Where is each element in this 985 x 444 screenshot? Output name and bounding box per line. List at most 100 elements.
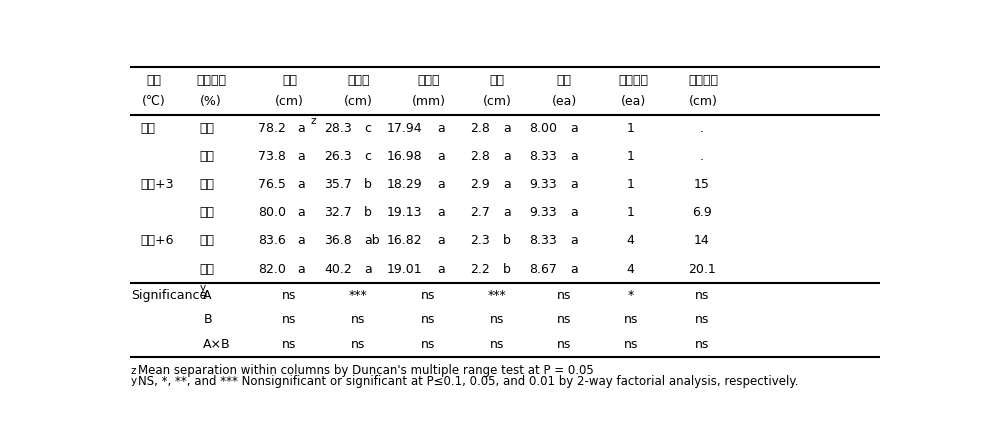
Text: a: a: [503, 206, 511, 219]
Text: y: y: [199, 283, 206, 293]
Text: 28.3: 28.3: [324, 123, 353, 135]
Text: ns: ns: [351, 338, 365, 351]
Text: 2.3: 2.3: [470, 234, 490, 247]
Text: 과습: 과습: [199, 151, 215, 163]
Text: Mean separation within columns by Duncan's multiple range test at P = 0.05: Mean separation within columns by Duncan…: [138, 364, 594, 377]
Text: 1: 1: [626, 123, 634, 135]
Text: (cm): (cm): [483, 95, 511, 107]
Text: 73.8: 73.8: [258, 151, 286, 163]
Text: 2.9: 2.9: [470, 178, 490, 191]
Text: ns: ns: [422, 338, 435, 351]
Text: 외기+3: 외기+3: [140, 178, 173, 191]
Text: 4: 4: [626, 234, 634, 247]
Text: ns: ns: [624, 313, 638, 326]
Text: 14: 14: [693, 234, 709, 247]
Text: ns: ns: [490, 338, 504, 351]
Text: 2.8: 2.8: [470, 151, 490, 163]
Text: 엽초장: 엽초장: [347, 74, 369, 87]
Text: a: a: [297, 206, 305, 219]
Text: a: a: [503, 123, 511, 135]
Text: 2.7: 2.7: [470, 206, 490, 219]
Text: ns: ns: [422, 289, 435, 302]
Text: 17.94: 17.94: [387, 123, 423, 135]
Text: 적습: 적습: [199, 234, 215, 247]
Text: a: a: [437, 151, 445, 163]
Text: 고사엽수: 고사엽수: [618, 74, 648, 87]
Text: a: a: [570, 262, 578, 276]
Text: a: a: [570, 234, 578, 247]
Text: a: a: [570, 206, 578, 219]
Text: 8.33: 8.33: [529, 151, 557, 163]
Text: b: b: [503, 234, 511, 247]
Text: (cm): (cm): [275, 95, 304, 107]
Text: (℃): (℃): [142, 95, 165, 107]
Text: Significance: Significance: [131, 289, 207, 302]
Text: (ea): (ea): [552, 95, 577, 107]
Text: 엽폭: 엽폭: [490, 74, 504, 87]
Text: 9.33: 9.33: [529, 178, 557, 191]
Text: 8.67: 8.67: [529, 262, 557, 276]
Text: 엽수: 엽수: [557, 74, 572, 87]
Text: 외기+6: 외기+6: [140, 234, 173, 247]
Text: 76.5: 76.5: [258, 178, 286, 191]
Text: c: c: [364, 151, 371, 163]
Text: a: a: [437, 206, 445, 219]
Text: a: a: [297, 234, 305, 247]
Text: 2.2: 2.2: [470, 262, 490, 276]
Text: *: *: [627, 289, 634, 302]
Text: (cm): (cm): [689, 95, 718, 107]
Text: 18.29: 18.29: [387, 178, 423, 191]
Text: .: .: [699, 123, 703, 135]
Text: ns: ns: [558, 338, 571, 351]
Text: B: B: [203, 313, 212, 326]
Text: a: a: [297, 262, 305, 276]
Text: 16.98: 16.98: [387, 151, 423, 163]
Text: 적습: 적습: [199, 123, 215, 135]
Text: ***: ***: [488, 289, 506, 302]
Text: (cm): (cm): [344, 95, 372, 107]
Text: 외기: 외기: [140, 123, 155, 135]
Text: ns: ns: [694, 289, 709, 302]
Text: z: z: [131, 365, 136, 376]
Text: 80.0: 80.0: [258, 206, 286, 219]
Text: b: b: [503, 262, 511, 276]
Text: c: c: [364, 123, 371, 135]
Text: 엽초경: 엽초경: [418, 74, 439, 87]
Text: z: z: [311, 116, 316, 126]
Text: b: b: [364, 206, 372, 219]
Text: A×B: A×B: [203, 338, 230, 351]
Text: (ea): (ea): [621, 95, 646, 107]
Text: 26.3: 26.3: [324, 151, 353, 163]
Text: 2.8: 2.8: [470, 123, 490, 135]
Text: b: b: [364, 178, 372, 191]
Text: 83.6: 83.6: [258, 234, 286, 247]
Text: a: a: [437, 123, 445, 135]
Text: 15: 15: [693, 178, 710, 191]
Text: 9.33: 9.33: [529, 206, 557, 219]
Text: 78.2: 78.2: [258, 123, 286, 135]
Text: 과습: 과습: [199, 206, 215, 219]
Text: 19.01: 19.01: [387, 262, 423, 276]
Text: 20.1: 20.1: [688, 262, 716, 276]
Text: ns: ns: [694, 338, 709, 351]
Text: 19.13: 19.13: [387, 206, 423, 219]
Text: (%): (%): [200, 95, 222, 107]
Text: a: a: [364, 262, 372, 276]
Text: 4: 4: [626, 262, 634, 276]
Text: 1: 1: [626, 178, 634, 191]
Text: 온도: 온도: [146, 74, 162, 87]
Text: a: a: [437, 234, 445, 247]
Text: 초장: 초장: [282, 74, 297, 87]
Text: NS, *, **, and *** Nonsignificant or significant at P≤0.1, 0.05, and 0.01 by 2-w: NS, *, **, and *** Nonsignificant or sig…: [138, 375, 799, 388]
Text: ns: ns: [283, 338, 296, 351]
Text: ns: ns: [283, 289, 296, 302]
Text: 35.7: 35.7: [324, 178, 353, 191]
Text: a: a: [570, 178, 578, 191]
Text: ns: ns: [283, 313, 296, 326]
Text: 적습: 적습: [199, 178, 215, 191]
Text: a: a: [503, 151, 511, 163]
Text: a: a: [570, 123, 578, 135]
Text: a: a: [297, 178, 305, 191]
Text: (mm): (mm): [412, 95, 445, 107]
Text: ns: ns: [624, 338, 638, 351]
